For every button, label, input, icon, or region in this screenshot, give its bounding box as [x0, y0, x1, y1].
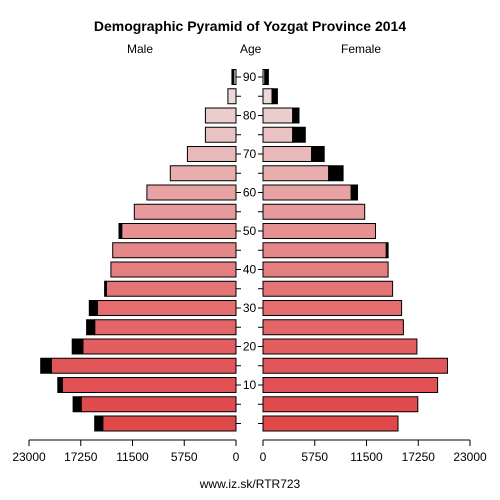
male-extra-bar-90+: [231, 69, 235, 85]
female-bar-70-74: [262, 146, 313, 162]
x-tick-label-right: 23000: [453, 450, 487, 464]
male-bar-0-4: [102, 415, 237, 432]
x-tick-label-left: 5750: [171, 450, 198, 464]
male-bar-35-39: [105, 280, 237, 297]
age-label: 40: [243, 263, 257, 277]
female-bar-10-14: [262, 377, 439, 393]
male-extra-bar-5-9: [72, 396, 82, 413]
male-bar-60-64: [146, 184, 237, 201]
male-bar-10-14: [61, 377, 237, 393]
source-footer: www.iz.sk/RTR723: [199, 477, 301, 491]
male-bar-40-44: [110, 261, 237, 278]
age-label: 90: [243, 70, 257, 84]
male-bar-75-79: [204, 126, 237, 143]
age-label: 80: [243, 109, 257, 123]
male-bar-15-19: [51, 357, 237, 374]
bar-layer: [40, 69, 448, 432]
male-bar-55-59: [133, 203, 237, 220]
age-label: 60: [243, 186, 257, 200]
male-extra-bar-35-39: [104, 280, 107, 297]
female-extra-bar-90+: [264, 69, 269, 85]
x-tick-label-left: 0: [233, 450, 240, 464]
male-bar-50-54: [121, 223, 237, 239]
male-bar-65-69: [169, 165, 237, 182]
x-tick-label-right: 0: [260, 450, 267, 464]
male-header: Male: [127, 42, 154, 56]
male-extra-bar-30-34: [88, 300, 98, 316]
female-bar-0-4: [262, 415, 399, 432]
female-header: Female: [341, 42, 382, 56]
age-label: 30: [243, 301, 257, 315]
female-extra-bar-60-64: [350, 184, 359, 201]
female-bar-5-9: [262, 396, 419, 413]
male-bar-70-74: [186, 146, 237, 162]
female-extra-bar-80-84: [292, 107, 300, 124]
female-bar-30-34: [262, 300, 403, 316]
female-extra-bar-45-49: [385, 242, 389, 259]
axis-layer: 10 20 30 40 50 60 70 80 90 23000 17250 11500 5750 0 0 5…: [12, 70, 487, 464]
male-bar-80-84: [204, 107, 237, 124]
male-extra-bar-50-54: [118, 223, 123, 239]
male-bar-20-24: [82, 338, 237, 355]
male-extra-bar-25-29: [86, 319, 96, 336]
female-bar-15-19: [262, 357, 448, 374]
female-bar-55-59: [262, 203, 366, 220]
male-extra-bar-15-19: [40, 357, 53, 374]
male-extra-bar-10-14: [57, 377, 63, 393]
female-bar-75-79: [262, 126, 294, 143]
age-label: 10: [243, 378, 257, 392]
male-bar-5-9: [80, 396, 237, 413]
female-bar-50-54: [262, 223, 376, 239]
male-extra-bar-0-4: [94, 415, 104, 432]
x-tick-label-left: 11500: [116, 450, 149, 464]
x-tick-label-left: 17250: [64, 450, 98, 464]
chart-title: Demographic Pyramid of Yozgat Province 2…: [93, 18, 407, 34]
age-header: Age: [240, 42, 262, 56]
female-bar-80-84: [262, 107, 294, 124]
female-bar-60-64: [262, 184, 352, 201]
female-extra-bar-65-69: [328, 165, 344, 182]
female-bar-40-44: [262, 261, 389, 278]
x-tick-label-right: 17250: [402, 450, 436, 464]
male-bar-30-34: [96, 300, 237, 316]
female-bar-25-29: [262, 319, 404, 336]
female-extra-bar-85-89: [271, 88, 278, 105]
female-bar-45-49: [262, 242, 387, 259]
male-bar-85-89: [227, 88, 237, 105]
x-tick-label-left: 23000: [12, 450, 46, 464]
male-bar-45-49: [112, 242, 237, 259]
female-bar-65-69: [262, 165, 330, 182]
age-label: 70: [243, 147, 257, 161]
age-label: 50: [243, 224, 257, 238]
female-bar-85-89: [262, 88, 273, 105]
female-extra-bar-70-74: [311, 146, 325, 162]
female-bar-35-39: [262, 280, 394, 297]
male-extra-bar-20-24: [71, 338, 84, 355]
x-tick-label-right: 11500: [350, 450, 383, 464]
x-tick-label-right: 5750: [301, 450, 328, 464]
female-bar-20-24: [262, 338, 418, 355]
age-label: 20: [243, 340, 257, 354]
male-bar-25-29: [94, 319, 237, 336]
female-extra-bar-75-79: [292, 126, 306, 143]
